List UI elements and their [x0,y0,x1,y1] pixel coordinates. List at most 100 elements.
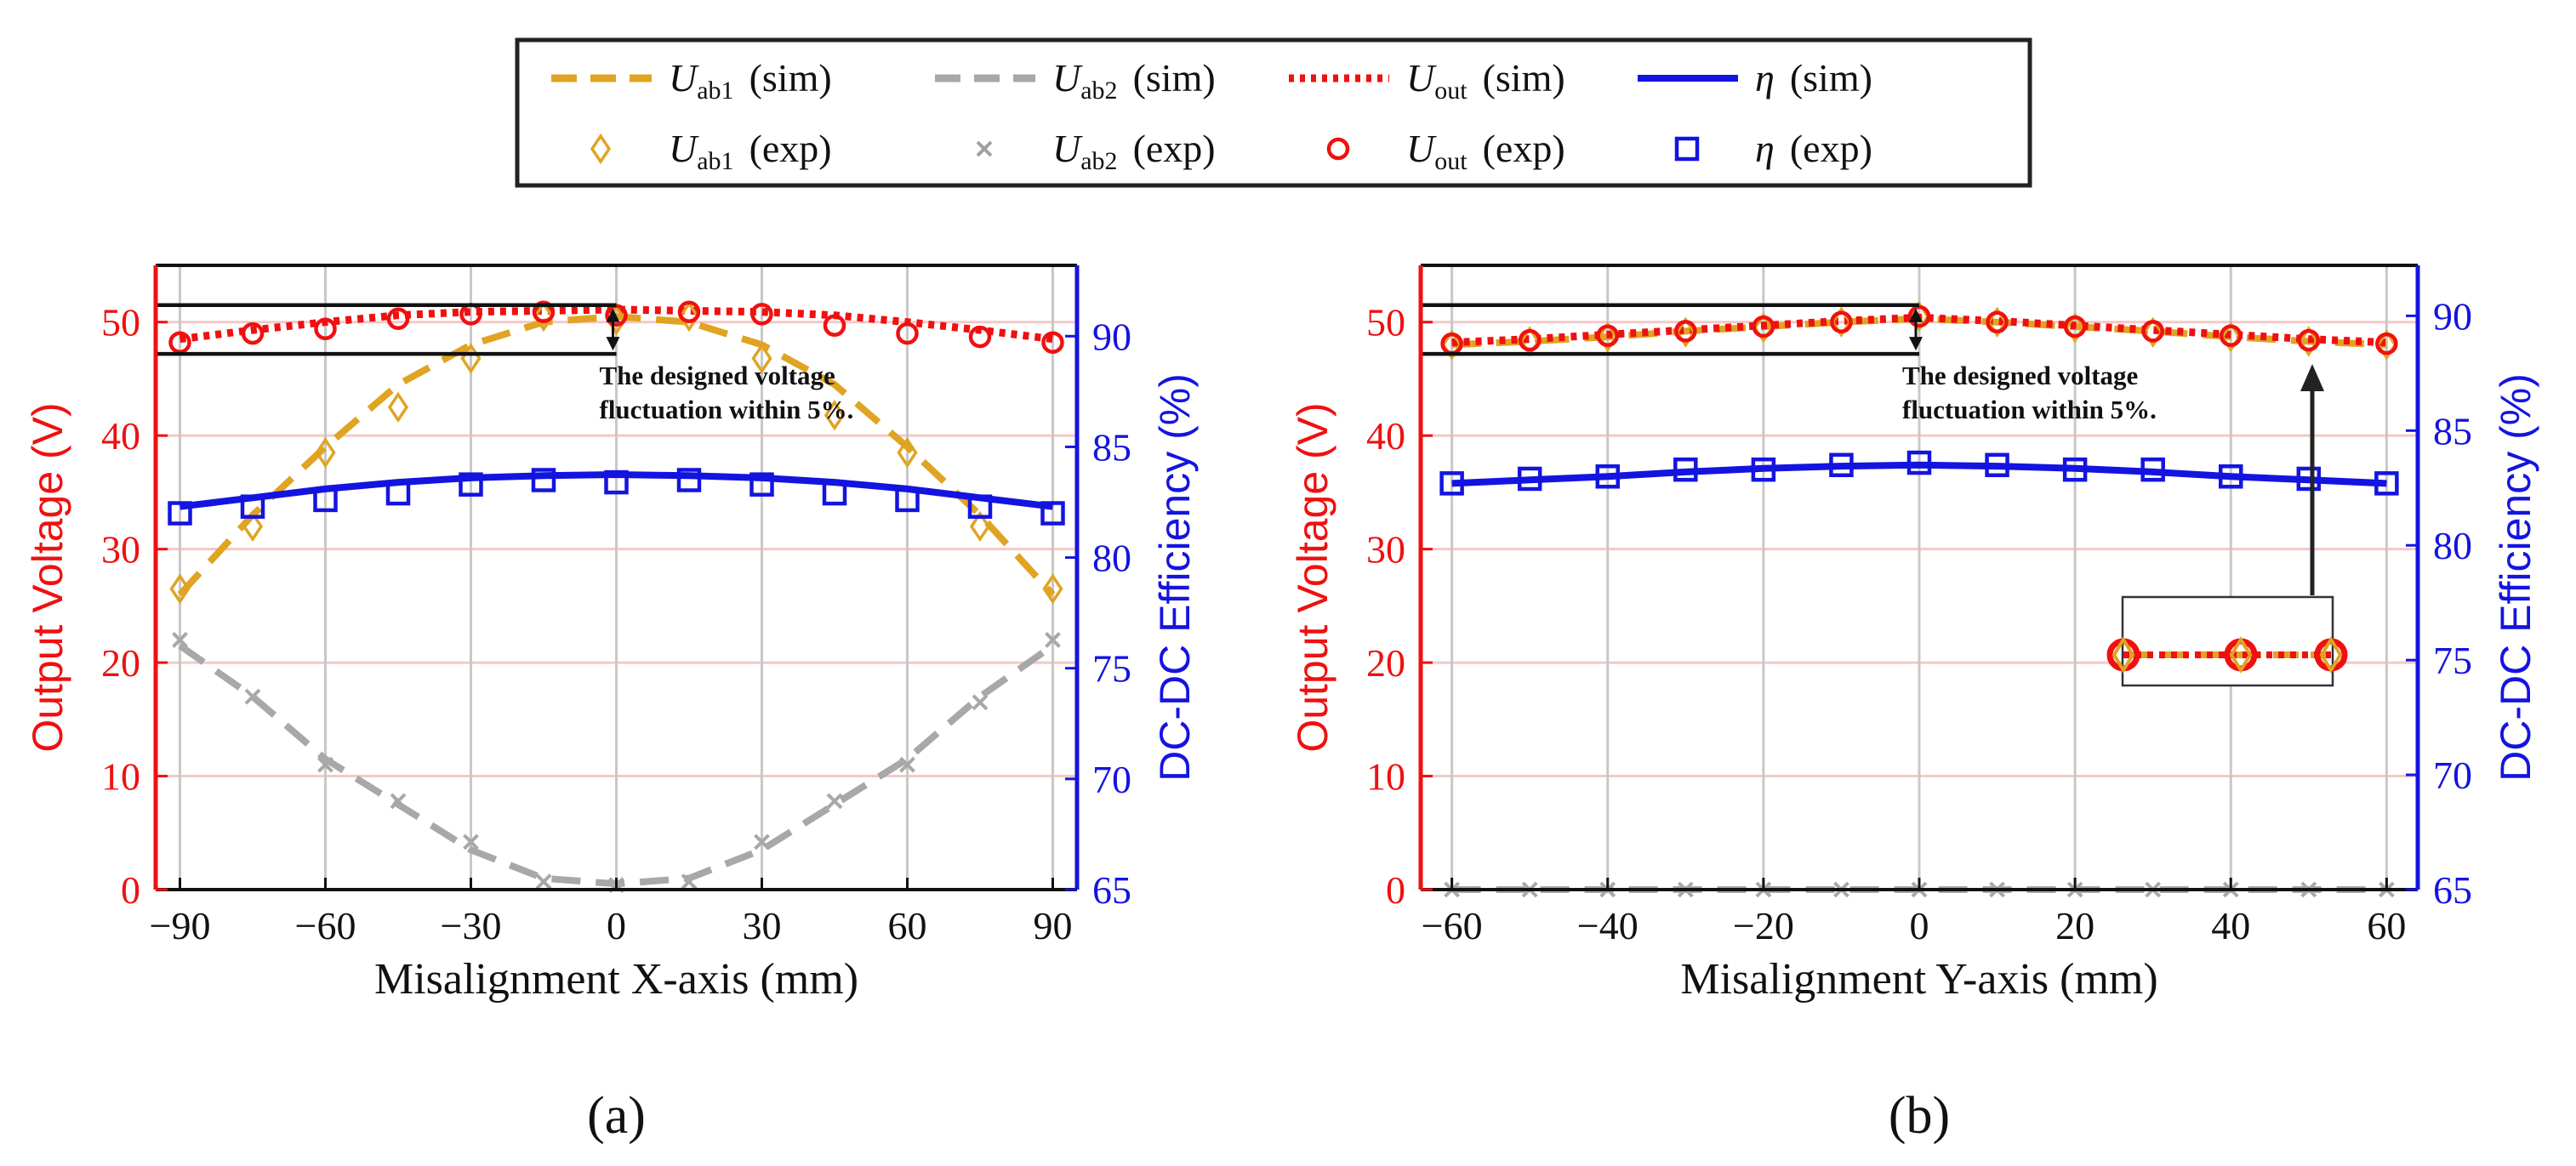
legend-label: Uab2 (sim) [1052,56,1216,105]
legend-subscript: ab2 [1080,77,1117,105]
y-tick-label-left: 10 [101,755,140,799]
data-point-eta-exp [2219,464,2243,489]
x-tick-label: −40 [1577,904,1638,947]
legend-entry-uout-exp: Uout (exp) [1326,127,1565,175]
y-tick-label-right: 65 [1092,868,1131,912]
data-point-uab1-exp [1986,306,2008,338]
inset-uab1-marker [2112,636,2135,674]
x-tick-label: 90 [1034,904,1073,947]
data-point-uout-exp [896,321,919,345]
data-point-eta-exp [459,472,483,497]
data-point-uab1-exp [533,300,555,333]
x-axis-label: Misalignment X-axis (mm) [374,955,858,1004]
data-point-uout-exp [1752,315,1775,338]
data-point-uab1-exp [678,300,700,333]
y-tick-label-right: 75 [1092,647,1131,691]
y-axis-label-left: Output Voltage (V) [1289,402,1336,752]
data-point-uout-exp [2141,320,2164,343]
x-tick-label: 0 [1910,904,1929,947]
x-tick-label: 20 [2055,904,2094,947]
legend-swatch-marker [1326,137,1350,161]
data-point-eta-exp [1439,471,1464,496]
data-point-uab2-exp-stroke-b [172,631,188,648]
y-tick-label-right: 75 [2433,639,2472,682]
x-axis-label: Misalignment Y-axis (mm) [1680,955,2157,1004]
legend-text: (exp) [749,127,832,170]
data-point-uout-exp [1041,331,1064,354]
y-tick-label-left: 0 [121,868,140,912]
data-point-eta-exp [967,494,993,519]
legend-symbol: U [1052,56,1083,100]
y-tick-label-left: 20 [101,641,140,685]
legend-label: Uab1 (sim) [669,56,832,105]
data-point-uab2-exp-stroke-b [1045,631,1061,648]
x-tick-label: 30 [743,904,782,947]
y-tick-label-right: 70 [2433,754,2472,797]
legend-symbol: U [1406,127,1437,170]
legend-label: Uab2 (exp) [1052,127,1216,175]
data-point-uout-exp [1986,310,2009,333]
y-tick-label-left: 50 [101,301,140,344]
legend-subscript: ab1 [697,147,733,175]
y-tick-label-right: 90 [1092,315,1131,358]
annotation: The designed voltage fluctuation within 5… [156,303,854,424]
inset-uab1-marker [2229,636,2253,674]
data-point-uab2-exp [681,873,698,890]
legend-swatch-marker [590,133,612,165]
annotation-text: The designed voltage [600,361,835,390]
x-tick-label: −60 [1422,904,1483,947]
data-point-eta-exp [1673,457,1698,482]
data-point-uab1-exp [2065,312,2086,344]
data-point-uab2-exp [899,756,915,773]
y-tick-label-right: 80 [1092,537,1131,580]
y-tick-label-right: 85 [2433,409,2472,452]
band-arrowhead-up [1909,308,1923,322]
data-point-uout-exp [1907,304,1931,328]
data-point-eta-exp [1595,464,1620,489]
y-tick-label-right: 90 [2433,294,2472,338]
chart-panel-a: The designed voltage fluctuation within 5… [24,264,1199,1145]
data-point-uab2-exp-stroke-b [826,793,843,810]
y-axis-label-right: DC-DC Efficiency (%) [2492,373,2539,782]
annotation-text: The designed voltage [1902,361,2138,390]
grid [1421,265,2418,890]
series-markers-uout-exp [168,300,1064,354]
data-point-uab2-exp-stroke-b [972,694,989,711]
zoom-inset [2106,364,2348,687]
annotation-text: fluctuation within 5%. [600,395,854,424]
legend-entry-eta-exp: η (exp) [1674,127,1872,170]
grid [156,265,1077,890]
data-point-uout-exp [1596,324,1619,347]
legend-subscript: ab2 [1080,147,1117,175]
band-arrowhead-up [606,308,620,322]
legend-label: Uab1 (exp) [669,127,832,175]
x-tick-label: −90 [150,904,211,947]
legend-subscript: ab1 [697,77,733,105]
inset-arrowhead [2300,364,2324,391]
band-arrowhead-down [1909,337,1923,351]
data-point-uab1-exp [2298,326,2319,357]
data-point-uout-exp [1518,328,1542,352]
legend-swatch [590,133,612,165]
data-point-uab2-exp-stroke-b [390,793,407,810]
x-tick-label: 40 [2211,904,2250,947]
data-point-uout-exp [2297,328,2321,352]
y-tick-label-left: 50 [1366,301,1405,344]
x-tick-label: 60 [2367,904,2406,947]
legend-box [515,37,2032,188]
x-tick-label: −60 [295,904,356,947]
data-point-eta-exp [2140,457,2165,482]
data-point-uab2-exp-stroke-b [463,833,479,850]
legend-text: (sim) [1790,56,1872,100]
legend-symbol: U [669,127,699,170]
data-point-eta-exp [1906,450,1932,475]
data-point-uab1-exp [1597,321,1618,353]
data-point-eta-exp [313,487,338,513]
legend-swatch-marker [1674,136,1700,162]
legend-label: Uout (sim) [1406,56,1565,105]
data-point-uout-exp [386,307,410,330]
annotation-text: fluctuation within 5%. [1902,395,2157,424]
x-tick-label: 60 [888,904,927,947]
annotation: The designed voltage fluctuation within 5… [1421,303,2157,424]
data-point-uab1-exp [1042,573,1063,605]
